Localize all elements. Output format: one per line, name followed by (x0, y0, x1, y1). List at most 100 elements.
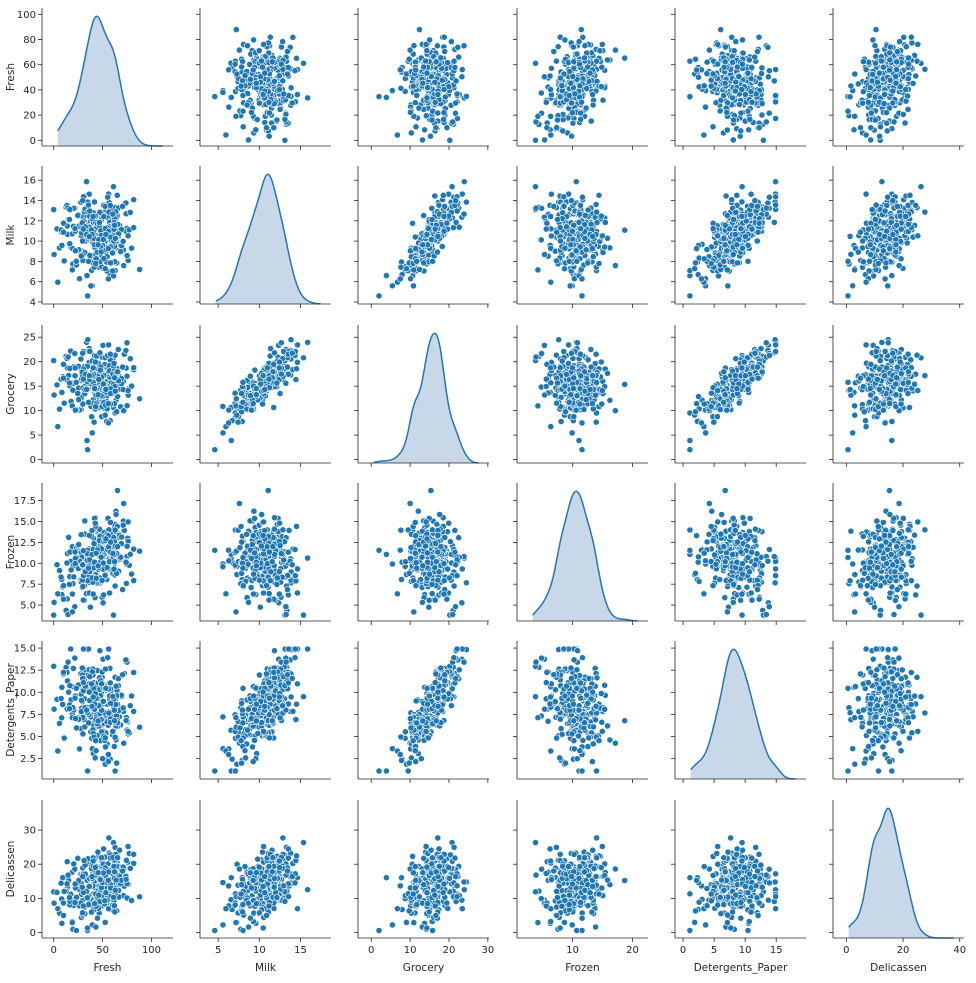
scatter-point (420, 212, 428, 219)
scatter-point (889, 99, 897, 107)
scatter-point (889, 197, 897, 204)
scatter-point (721, 221, 729, 229)
scatter-point (905, 220, 912, 228)
scatter-point (721, 374, 729, 382)
scatter-point (101, 265, 109, 273)
scatter-point (276, 390, 284, 397)
scatter-point (96, 366, 104, 374)
scatter-point (598, 41, 606, 48)
scatter-point (231, 60, 239, 68)
scatter-point (754, 202, 761, 210)
scatter-point (612, 407, 619, 415)
scatter-point (766, 193, 773, 201)
scatter-point (914, 41, 922, 48)
scatter-point (420, 259, 428, 267)
scatter-point (772, 341, 779, 349)
scatter-point (235, 46, 243, 54)
scatter-point (211, 446, 219, 454)
panel-Fresh-vs-Milk (196, 8, 331, 150)
scatter-point (124, 232, 132, 240)
scatter-point (534, 112, 542, 120)
scatter-point (751, 197, 759, 204)
scatter-point (246, 61, 254, 68)
scatter-point (279, 77, 287, 85)
scatter-point (914, 387, 922, 394)
scatter-point (222, 131, 230, 139)
scatter-point (261, 69, 269, 77)
scatter-point (744, 257, 752, 265)
scatter-point (60, 374, 67, 382)
scatter-point (868, 206, 876, 213)
scatter-point (566, 282, 574, 290)
kde-area-Fresh (57, 16, 163, 146)
scatter-point (569, 73, 577, 80)
scatter-point (700, 255, 708, 263)
scatter-point (60, 228, 67, 236)
scatter-point (219, 89, 227, 96)
scatter-point (691, 265, 699, 273)
scatter-point (410, 282, 417, 290)
scatter-point (239, 92, 247, 99)
y-tick-label: 10 (23, 237, 36, 248)
scatter-point (881, 372, 888, 380)
scatter-point (846, 386, 854, 393)
scatter-point (895, 262, 903, 269)
scatter-point (252, 79, 260, 87)
scatter-point (122, 347, 130, 354)
scatter-point (846, 232, 854, 240)
scatter-point (69, 590, 76, 598)
scatter-point (580, 406, 588, 413)
scatter-point (866, 257, 873, 265)
scatter-point (75, 541, 83, 548)
scatter-point (422, 112, 430, 120)
scatter-point (570, 221, 578, 229)
scatter-point (905, 54, 912, 62)
scatter-point (547, 212, 554, 220)
scatter-point (50, 357, 58, 364)
scatter-point (431, 225, 439, 233)
scatter-point (578, 419, 586, 427)
scatter-point (587, 117, 595, 125)
scatter-point (888, 437, 896, 444)
scatter-point (760, 136, 767, 144)
scatter-point (876, 357, 884, 364)
scatter-point (412, 245, 420, 252)
scatter-point (703, 58, 711, 66)
scatter-point (872, 59, 879, 67)
scatter-point (906, 404, 913, 411)
scatter-point (766, 352, 773, 359)
scatter-point (879, 400, 887, 408)
scatter-point (884, 339, 892, 347)
scatter-point (434, 232, 442, 240)
scatter-point (293, 54, 300, 62)
scatter-point (440, 109, 448, 116)
scatter-point (570, 413, 578, 420)
scatter-point (231, 389, 239, 397)
scatter-point (728, 196, 736, 204)
scatter-point (107, 259, 114, 267)
scatter-point (410, 42, 418, 50)
scatter-point (265, 98, 273, 106)
scatter-point (410, 266, 418, 274)
scatter-point (532, 136, 539, 144)
scatter-point (851, 70, 859, 78)
scatter-point (883, 119, 891, 127)
scatter-point (723, 126, 731, 134)
scatter-point (880, 247, 887, 255)
scatter-point (419, 136, 426, 144)
y-tick-label: 40 (23, 85, 36, 96)
scatter-point (79, 375, 87, 383)
scatter-point (444, 59, 451, 66)
scatter-point (440, 116, 447, 123)
panel-Fresh-vs-Delicassen (829, 8, 964, 150)
scatter-point (906, 191, 914, 199)
scatter-point (557, 418, 565, 425)
scatter-point (287, 336, 295, 344)
scatter-point (867, 109, 875, 117)
scatter-point (246, 372, 254, 380)
panel-Fresh-vs-Frozen (513, 8, 648, 150)
scatter-point (693, 66, 700, 74)
scatter-point (871, 42, 879, 50)
scatter-point (278, 43, 285, 51)
